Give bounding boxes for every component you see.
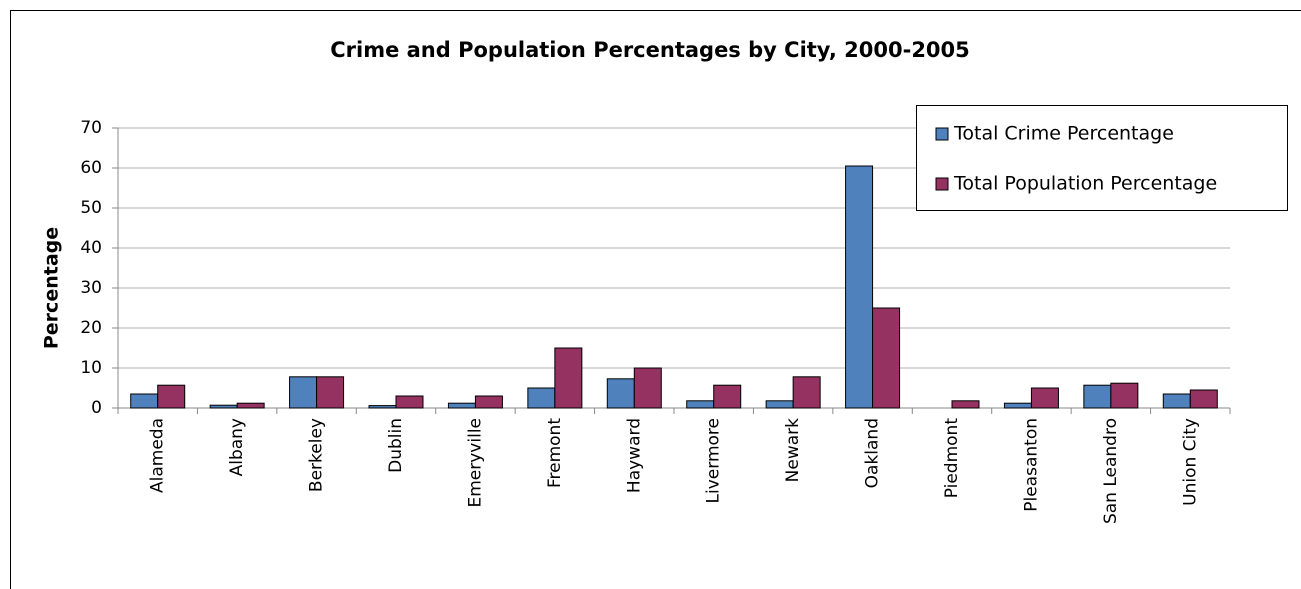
- x-tick-label: Union City: [1180, 418, 1200, 506]
- y-tick-label: 40: [80, 238, 102, 258]
- legend-box: [916, 105, 1288, 211]
- bar: [474, 395, 503, 409]
- y-tick-label: 0: [91, 398, 102, 418]
- y-tick-label: 20: [80, 318, 102, 338]
- bar: [686, 400, 715, 409]
- x-tick-label: Livermore: [704, 418, 724, 503]
- chart-title: Crime and Population Percentages by City…: [330, 38, 970, 62]
- y-axis-label: Percentage: [41, 227, 63, 349]
- bar: [1083, 384, 1112, 409]
- bar: [368, 405, 397, 409]
- x-tick-label: Newark: [783, 418, 803, 482]
- y-tick-label: 30: [80, 278, 102, 298]
- bar: [1110, 382, 1139, 409]
- bar: [1162, 393, 1191, 409]
- bar: [209, 404, 238, 409]
- x-tick-label: Pleasanton: [1021, 418, 1041, 512]
- bar: [236, 402, 265, 409]
- x-tick-label: Oakland: [863, 418, 883, 488]
- bar: [1030, 387, 1059, 409]
- x-tick-label: San Leandro: [1101, 418, 1121, 524]
- bar: [527, 387, 556, 409]
- legend-label: Total Crime Percentage: [953, 123, 1174, 145]
- x-tick-label: Emeryville: [465, 418, 485, 508]
- x-tick-label: Albany: [227, 418, 247, 476]
- x-tick-label: Hayward: [624, 418, 644, 493]
- x-tick-label: Fremont: [545, 418, 565, 488]
- bar: [554, 347, 583, 409]
- y-tick-label: 60: [80, 158, 102, 178]
- bar: [395, 395, 424, 409]
- bar: [633, 367, 662, 409]
- x-tick-label: Berkeley: [307, 418, 327, 492]
- x-tick-label: Dublin: [386, 418, 406, 473]
- y-tick-label: 10: [80, 358, 102, 378]
- bar: [289, 376, 318, 409]
- bar: [316, 376, 345, 409]
- bar: [765, 400, 794, 409]
- x-tick-label: Alameda: [148, 418, 168, 493]
- bar: [713, 384, 742, 409]
- bar: [1003, 402, 1032, 409]
- legend-swatch: [935, 177, 949, 191]
- bar: [157, 384, 186, 409]
- bar: [792, 376, 821, 409]
- y-tick-label: 50: [80, 198, 102, 218]
- legend-swatch: [935, 127, 949, 141]
- bar: [951, 400, 980, 409]
- bar: [606, 378, 635, 409]
- bar: [447, 402, 476, 409]
- legend-label: Total Population Percentage: [953, 173, 1217, 195]
- y-tick-label: 70: [80, 118, 102, 138]
- bar: [1189, 389, 1218, 409]
- bar: [872, 307, 901, 409]
- bar: [130, 393, 159, 409]
- bar: [845, 165, 874, 409]
- x-tick-label: Piedmont: [942, 418, 962, 499]
